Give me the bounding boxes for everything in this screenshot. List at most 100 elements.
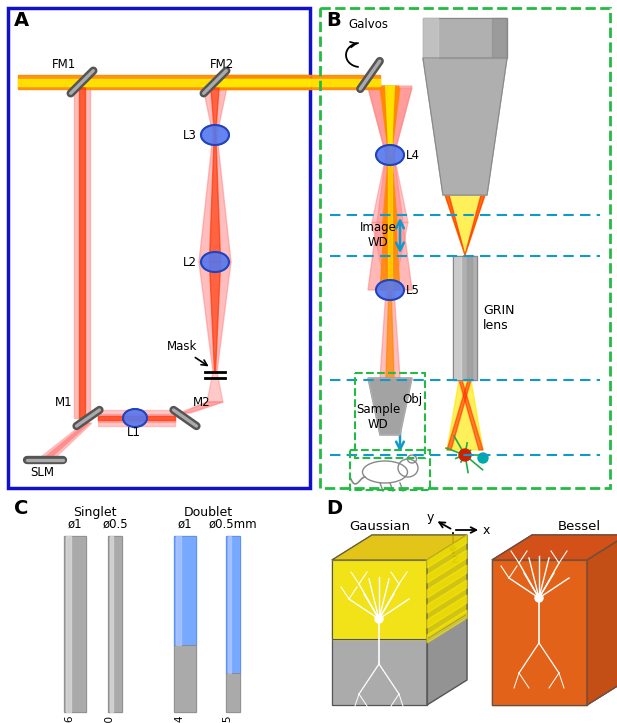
Circle shape [478,453,488,463]
Text: y: y [427,510,434,523]
Bar [453,256,461,380]
Ellipse shape [376,145,404,165]
Text: B: B [326,11,341,30]
Bar [492,18,506,58]
Polygon shape [368,86,412,155]
Text: Obj: Obj [402,393,422,406]
Polygon shape [383,155,397,223]
Text: L1: L1 [127,426,141,439]
Bar [174,645,196,712]
Text: Sample
WD: Sample WD [356,403,400,432]
Bar [423,18,507,58]
Polygon shape [427,610,467,643]
Bar [174,536,196,645]
Polygon shape [368,378,412,435]
Bar [174,536,196,645]
Polygon shape [386,86,394,155]
Text: A: A [14,11,29,30]
Polygon shape [492,560,587,705]
Polygon shape [98,410,175,426]
Text: GRIN
lens: GRIN lens [483,304,515,332]
Polygon shape [215,79,380,85]
Text: C: C [14,499,28,518]
Circle shape [375,615,383,623]
Text: GRIN No. 4: GRIN No. 4 [175,716,185,723]
Circle shape [535,594,543,602]
Bar [423,18,507,58]
Bar [66,536,71,712]
Ellipse shape [398,459,418,477]
Text: z: z [452,553,458,566]
Polygon shape [332,560,427,705]
Bar [350,450,430,490]
Polygon shape [209,135,221,262]
Polygon shape [37,423,92,460]
Text: Image
WD: Image WD [360,221,397,249]
Polygon shape [43,423,89,460]
Text: GRIN No. 6: GRIN No. 6 [65,716,75,723]
Polygon shape [386,290,394,378]
Text: Singlet: Singlet [73,506,117,519]
Polygon shape [380,290,400,378]
Text: ø0.5mm: ø0.5mm [209,518,257,531]
Polygon shape [492,535,617,560]
Text: Gaussian: Gaussian [349,520,410,533]
Polygon shape [427,535,467,639]
Polygon shape [98,414,175,422]
Text: M1: M1 [55,396,73,409]
Polygon shape [492,535,617,560]
Ellipse shape [201,252,229,272]
Bar [8,8,310,488]
Polygon shape [447,380,483,450]
Polygon shape [209,262,221,372]
Polygon shape [427,595,467,628]
Bar [64,536,86,712]
Bar [320,8,610,488]
Polygon shape [427,535,467,705]
Polygon shape [383,223,397,290]
Bar [226,673,240,712]
Polygon shape [332,535,467,560]
Ellipse shape [123,409,147,427]
Ellipse shape [376,280,404,300]
Bar [355,373,425,458]
Bar [108,536,122,712]
Polygon shape [368,155,412,290]
Polygon shape [182,402,223,413]
Polygon shape [587,535,617,705]
Ellipse shape [201,125,229,145]
Bar [226,536,240,673]
Polygon shape [332,560,427,639]
Polygon shape [199,135,231,262]
Bar [453,256,477,380]
Polygon shape [447,380,471,450]
Text: M2: M2 [193,396,210,409]
Polygon shape [18,79,310,85]
Text: D: D [326,499,342,518]
Polygon shape [380,88,400,155]
Text: GRIN No. 5: GRIN No. 5 [223,716,233,723]
Polygon shape [74,87,90,418]
Text: L3: L3 [183,129,197,142]
Text: SLM: SLM [30,466,54,479]
Bar [64,536,86,712]
Text: Mask: Mask [167,340,197,353]
Bar [8,8,310,488]
Text: L2: L2 [183,256,197,269]
Bar [453,256,477,380]
Polygon shape [372,223,408,290]
Polygon shape [445,195,465,255]
Polygon shape [41,423,90,460]
Polygon shape [98,416,175,420]
Text: x: x [483,524,491,537]
Bar [109,536,112,712]
Polygon shape [459,380,483,450]
Bar [226,536,240,673]
Text: FM1: FM1 [52,58,77,71]
Ellipse shape [407,455,416,463]
Circle shape [459,449,471,461]
Polygon shape [380,155,400,290]
Polygon shape [207,372,223,402]
Polygon shape [492,560,587,705]
Bar [176,536,181,645]
